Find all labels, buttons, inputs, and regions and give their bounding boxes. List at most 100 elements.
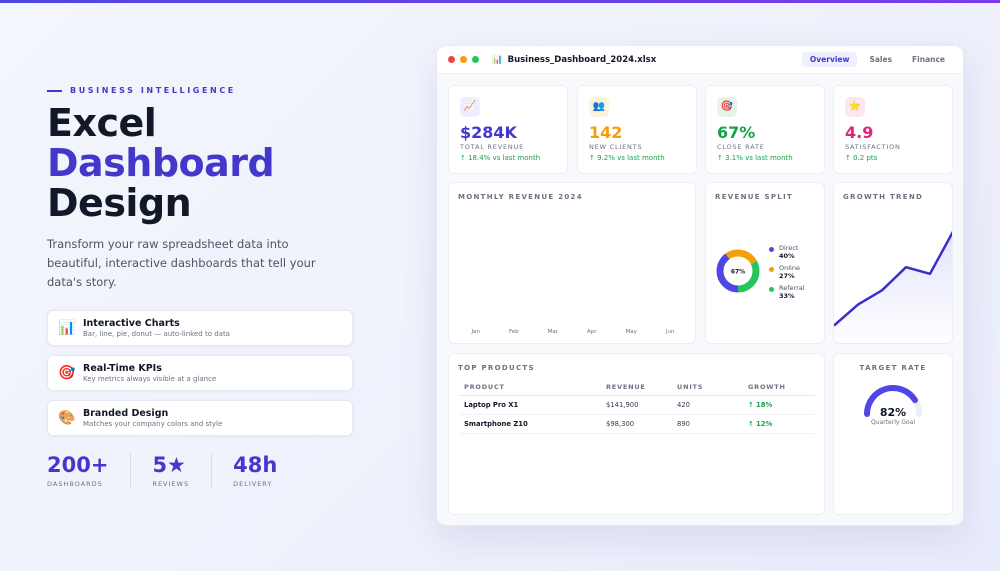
kpi-change: ↑ 18.4% vs last month [460, 154, 541, 162]
close-dot[interactable] [448, 56, 455, 63]
table-header-row: PRODUCT REVENUE UNITS GROWTH [460, 380, 815, 396]
eyebrow: BUSINESS INTELLIGENCE [47, 86, 367, 95]
hero-title-line2: Dashboard [47, 141, 275, 185]
hero-title: Excel Dashboard Design [47, 103, 367, 223]
kpi-value: 67% [717, 123, 756, 142]
donut-center-label: 67% [731, 269, 745, 276]
donut-slice-online[interactable] [716, 249, 760, 293]
legend-pct: 27% [779, 272, 795, 280]
col-growth[interactable]: GROWTH [744, 380, 815, 396]
stat-label: REVIEWS [152, 480, 190, 488]
product-revenue: $98,300 [602, 414, 673, 434]
star-icon: ⭐ [845, 97, 865, 117]
target-icon: 🎯 [717, 97, 737, 117]
revenue-donut-chart: 67% [716, 249, 760, 293]
stats-row: 200+ DASHBOARDS 5★ REVIEWS 48h DELIVERY [47, 453, 367, 488]
donut-slice-direct[interactable] [716, 249, 760, 293]
spreadsheet-icon: 📊 [492, 54, 503, 65]
hero-title-line3: Design [47, 181, 192, 225]
product-units: 890 [673, 414, 744, 434]
target-rate-value: 82% [879, 406, 907, 419]
hero-description: Transform your raw spreadsheet data into… [47, 237, 316, 289]
eyebrow-text: BUSINESS INTELLIGENCE [70, 86, 236, 95]
feature-subtitle: Key metrics always visible at a glance [83, 374, 217, 383]
top-products-title: TOP PRODUCTS [458, 364, 535, 372]
users-icon: 👥 [589, 97, 609, 117]
month-axis: Jan Feb Mar Apr May Jun [449, 329, 697, 335]
col-product[interactable]: PRODUCT [460, 380, 602, 396]
table-row[interactable]: Laptop Pro X1 $141,900 420 ↑ 18% [460, 395, 815, 415]
kpi-value: 142 [589, 123, 623, 142]
feature-list: 📊 Interactive Charts Bar, line, pie, don… [47, 310, 367, 436]
file-name: 📊 Business_Dashboard_2024.xlsx [492, 55, 656, 65]
growth-trend-card: GROWTH TREND [833, 182, 953, 344]
target-icon: 🎯 [58, 365, 76, 381]
legend-name: Referral [779, 284, 805, 292]
hero-section: BUSINESS INTELLIGENCE Excel Dashboard De… [47, 86, 367, 488]
dashboard-window: 📊 Business_Dashboard_2024.xlsx Overview … [436, 45, 964, 526]
view-tabs: Overview Sales Finance [801, 52, 953, 67]
window-titlebar: 📊 Business_Dashboard_2024.xlsx Overview … [437, 46, 963, 74]
palette-icon: 🎨 [58, 410, 76, 426]
kpi-label: SATISFACTION [845, 143, 901, 151]
feature-subtitle: Matches your company colors and style [83, 419, 223, 428]
kpi-card-clients[interactable]: 👥 142 NEW CLIENTS ↑ 9.2% vs last month [577, 85, 697, 174]
target-rate-card: TARGET RATE 82% Quarterly Goal [833, 353, 953, 515]
kpi-value: $284K [460, 123, 517, 142]
month-label: Feb [508, 329, 519, 335]
monthly-revenue-card: MONTHLY REVENUE 2024 Jan Feb Mar Apr May… [448, 182, 696, 344]
product-growth: ↑ 12% [744, 414, 815, 434]
legend-name: Online [779, 264, 800, 272]
chart-icon: 📊 [58, 320, 76, 336]
tab-overview[interactable]: Overview [801, 52, 858, 67]
month-label: Mar [547, 329, 559, 335]
legend-pct: 33% [779, 292, 795, 300]
kpi-change: ↑ 0.2 pts [845, 154, 878, 162]
product-growth: ↑ 18% [744, 395, 815, 415]
legend-item-direct: Direct 40% [769, 244, 805, 260]
target-rate-title: TARGET RATE [859, 364, 927, 372]
legend-pct: 40% [779, 252, 795, 260]
month-label: Jan [471, 329, 480, 335]
stat-reviews: 5★ REVIEWS [130, 453, 211, 488]
kpi-value: 4.9 [845, 123, 874, 142]
donut-legend: Direct 40% Online 27% Referral 33% [769, 244, 805, 304]
kpi-card-satisfaction[interactable]: ⭐ 4.9 SATISFACTION ↑ 0.2 pts [833, 85, 953, 174]
target-rate-subtitle: Quarterly Goal [871, 419, 915, 426]
kpi-label: NEW CLIENTS [589, 143, 643, 151]
feature-card-kpis[interactable]: 🎯 Real-Time KPIs Key metrics always visi… [47, 355, 353, 391]
eyebrow-line [47, 89, 62, 92]
product-units: 420 [673, 395, 744, 415]
stat-dashboards: 200+ DASHBOARDS [47, 453, 130, 488]
top-accent-bar [0, 0, 1000, 3]
feature-title: Interactive Charts [83, 317, 180, 329]
col-units[interactable]: UNITS [673, 380, 744, 396]
legend-dot [769, 267, 774, 272]
month-label: Jun [665, 329, 675, 335]
feature-title: Real-Time KPIs [83, 362, 162, 374]
feature-card-charts[interactable]: 📊 Interactive Charts Bar, line, pie, don… [47, 310, 353, 346]
stat-label: DELIVERY [233, 480, 273, 488]
maximize-dot[interactable] [472, 56, 479, 63]
trend-area [834, 233, 952, 343]
tab-finance[interactable]: Finance [912, 55, 945, 64]
kpi-card-close-rate[interactable]: 🎯 67% CLOSE RATE ↑ 3.1% vs last month [705, 85, 825, 174]
legend-item-online: Online 27% [769, 264, 805, 280]
tab-sales[interactable]: Sales [869, 55, 893, 64]
feature-card-branded[interactable]: 🎨 Branded Design Matches your company co… [47, 400, 353, 436]
kpi-label: TOTAL REVENUE [460, 143, 524, 151]
minimize-dot[interactable] [460, 56, 467, 63]
kpi-card-revenue[interactable]: 📈 $284K TOTAL REVENUE ↑ 18.4% vs last mo… [448, 85, 568, 174]
product-name: Smartphone Z10 [460, 414, 602, 434]
revenue-split-title: REVENUE SPLIT [715, 193, 794, 201]
feature-title: Branded Design [83, 407, 169, 419]
monthly-revenue-title: MONTHLY REVENUE 2024 [458, 193, 583, 201]
product-name: Laptop Pro X1 [460, 395, 602, 415]
trend-icon: 📈 [460, 97, 480, 117]
trend-line [834, 230, 952, 327]
file-name-text: Business_Dashboard_2024.xlsx [507, 54, 657, 65]
col-revenue[interactable]: REVENUE [602, 380, 673, 396]
stat-value: 5★ [152, 453, 186, 477]
table-row[interactable]: Smartphone Z10 $98,300 890 ↑ 12% [460, 414, 815, 434]
legend-item-referral: Referral 33% [769, 284, 805, 300]
